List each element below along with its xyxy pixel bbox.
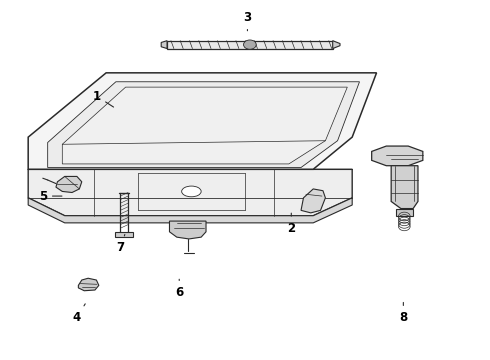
Ellipse shape bbox=[182, 186, 201, 197]
Text: 1: 1 bbox=[92, 90, 114, 107]
Polygon shape bbox=[56, 176, 82, 193]
Text: 7: 7 bbox=[117, 234, 125, 255]
Polygon shape bbox=[396, 208, 413, 216]
Text: 3: 3 bbox=[244, 11, 251, 31]
Polygon shape bbox=[116, 232, 133, 237]
Polygon shape bbox=[48, 82, 360, 167]
Polygon shape bbox=[28, 198, 352, 223]
Text: 4: 4 bbox=[73, 304, 85, 324]
Polygon shape bbox=[28, 73, 376, 169]
Polygon shape bbox=[78, 278, 99, 291]
Polygon shape bbox=[372, 146, 423, 166]
Polygon shape bbox=[62, 87, 347, 164]
Polygon shape bbox=[301, 189, 325, 213]
Text: 6: 6 bbox=[175, 279, 183, 299]
Polygon shape bbox=[161, 41, 167, 49]
Text: 2: 2 bbox=[287, 213, 295, 235]
Polygon shape bbox=[391, 166, 418, 208]
Text: 8: 8 bbox=[399, 302, 408, 324]
Polygon shape bbox=[170, 221, 206, 239]
Polygon shape bbox=[28, 169, 352, 216]
Text: 5: 5 bbox=[39, 190, 62, 203]
Circle shape bbox=[244, 40, 256, 49]
Polygon shape bbox=[167, 41, 333, 49]
Polygon shape bbox=[333, 41, 340, 49]
